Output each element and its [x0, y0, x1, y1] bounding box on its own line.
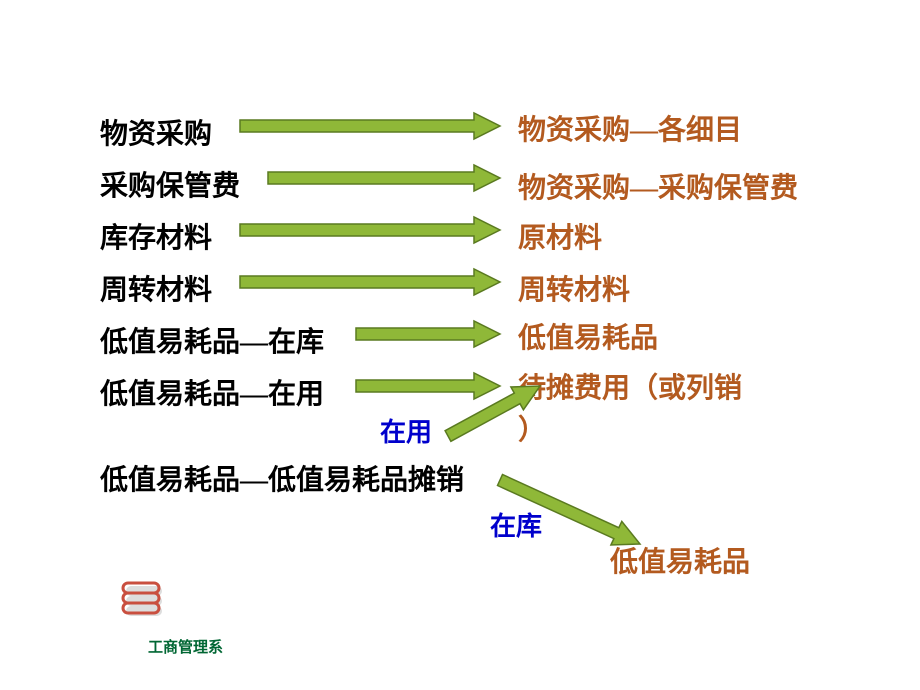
footer-label: 工商管理系: [148, 636, 223, 657]
logo-icon: [120, 580, 170, 635]
